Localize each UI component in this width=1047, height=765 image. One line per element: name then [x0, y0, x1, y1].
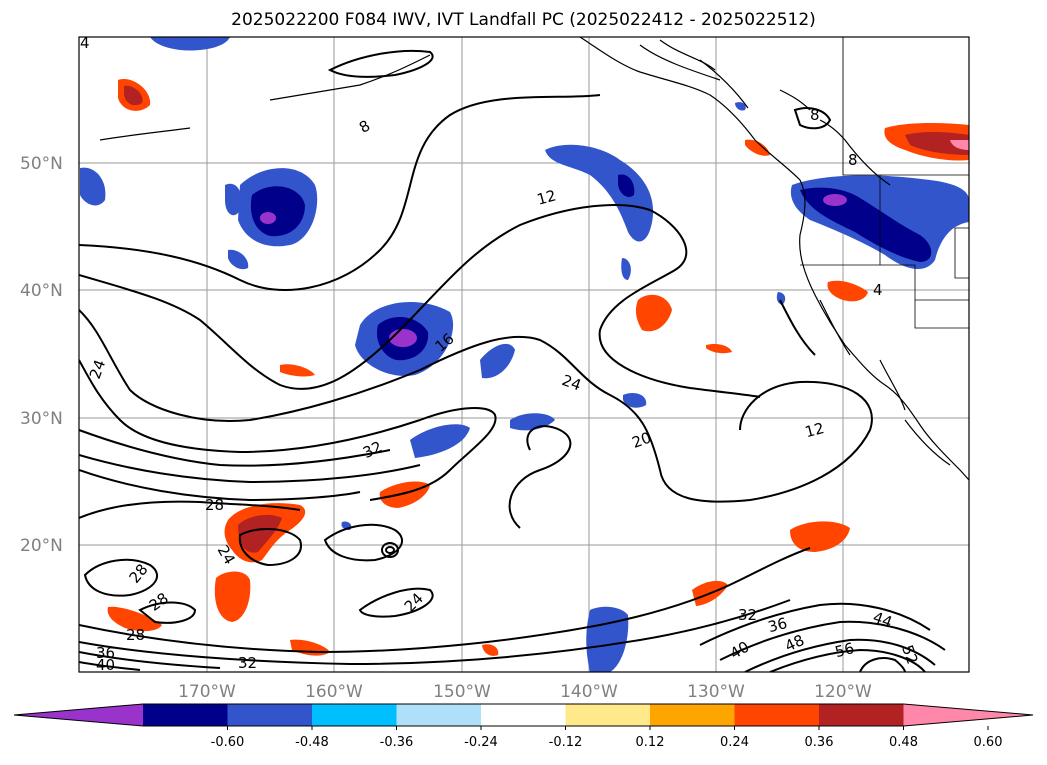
shade-patch — [621, 258, 631, 280]
contour-label: 56 — [833, 639, 856, 661]
longitude-labels: 170°W 160°W 150°W 140°W 130°W 120°W — [178, 682, 872, 702]
shade-patch — [250, 186, 305, 237]
contour-label: 24 — [86, 357, 109, 381]
lat-label-30n: 30°N — [20, 409, 63, 429]
shade-patch — [950, 140, 969, 150]
lon-label-160w: 160°W — [305, 682, 363, 702]
colorbar-extend-max — [903, 704, 1033, 726]
shade-patch — [214, 571, 251, 622]
colorbar-segment — [819, 704, 904, 726]
shade-patch — [618, 174, 635, 197]
shade-patch — [586, 606, 629, 672]
shade-patch — [706, 343, 732, 354]
shade-patch — [228, 249, 249, 270]
contour-label: 32 — [238, 654, 257, 672]
colorbar-tick-label: 0.48 — [889, 735, 918, 750]
contour-label: 8 — [848, 151, 858, 169]
colorbar-tick-label: -0.24 — [464, 735, 498, 750]
contour-label: 8 — [810, 106, 820, 124]
contour-label: 36 — [766, 614, 789, 636]
shade-patch — [745, 139, 770, 156]
shade-patch — [827, 280, 868, 302]
shade-patch — [150, 37, 230, 51]
shade-patch — [635, 294, 672, 332]
shade-patch — [905, 131, 969, 155]
state-borders — [800, 37, 969, 329]
shade-patch — [776, 292, 786, 305]
shade-patch — [800, 187, 932, 262]
shade-patch — [735, 102, 746, 111]
colorbar-tick-label: 0.36 — [805, 735, 834, 750]
lat-label-50n: 50°N — [20, 154, 63, 174]
shade-patch — [280, 364, 315, 377]
colorbar-segment — [227, 704, 313, 726]
shade-patch — [480, 343, 515, 379]
map-title: 2025022200 F084 IWV, IVT Landfall PC (20… — [231, 10, 816, 30]
colorbar-segment — [734, 704, 820, 726]
contour-label: 20 — [630, 428, 654, 451]
colorbar-segment — [396, 704, 482, 726]
coastlines — [99, 37, 969, 481]
contour-label: 36 — [96, 644, 115, 662]
contour-label: 24 — [560, 371, 584, 394]
colorbar-segment — [481, 704, 566, 726]
map-border — [78, 36, 970, 673]
colorbar-segment — [565, 704, 651, 726]
shade-patch — [260, 212, 276, 224]
lon-label-140w: 140°W — [560, 682, 618, 702]
shade-patch — [238, 514, 282, 553]
latitude-labels: 50°N 40°N 30°N 20°N — [20, 154, 63, 556]
colorbar-segment — [650, 704, 735, 726]
colorbar-tick-label: -0.60 — [211, 735, 245, 750]
contour-label: 32 — [738, 606, 757, 624]
contour-label: 4 — [873, 281, 883, 299]
iwv-contours — [79, 49, 946, 672]
shade-patch — [545, 144, 654, 242]
shade-patch — [623, 393, 647, 408]
contour-label: 52 — [898, 643, 921, 667]
lon-label-130w: 130°W — [687, 682, 745, 702]
contour-label: 40 — [96, 656, 115, 674]
contour-label: 28 — [126, 626, 145, 644]
contour-label: 12 — [535, 186, 558, 208]
shade-patch — [80, 167, 106, 206]
contour-label: 12 — [803, 419, 826, 441]
shade-patch — [107, 606, 162, 632]
colorbar-tick-label: -0.36 — [380, 735, 414, 750]
colorbar-segment — [143, 704, 228, 726]
lat-label-20n: 20°N — [20, 536, 63, 556]
colorbar: -0.60 -0.48 -0.36 -0.24 -0.12 0.12 0.24 0.36 0.4… — [13, 703, 1034, 750]
colorbar-tick-label: -0.48 — [295, 735, 329, 750]
shade-patch — [410, 424, 470, 458]
colorbar-outline — [13, 703, 1034, 727]
contour-label: 4 — [80, 34, 90, 52]
contour-label: 28 — [205, 496, 224, 514]
lat-label-40n: 40°N — [20, 281, 63, 301]
colorbar-tick-label: 0.24 — [720, 735, 749, 750]
shade-patch — [379, 481, 430, 508]
shade-patch — [790, 521, 850, 552]
colorbar-tick-label: -0.12 — [549, 735, 583, 750]
contour-label: 44 — [871, 608, 895, 631]
lon-label-120w: 120°W — [814, 682, 872, 702]
colorbar-extend-min — [14, 704, 143, 726]
shade-patch — [930, 187, 969, 219]
shade-patch — [124, 85, 143, 106]
colorbar-tick-label: 0.12 — [636, 735, 665, 750]
map-area — [79, 37, 969, 672]
shade-patch — [225, 183, 242, 216]
colorbar-segment — [312, 704, 397, 726]
shade-patch — [823, 194, 847, 206]
colorbar-tick-label: 0.60 — [974, 735, 1003, 750]
shade-patch — [482, 644, 499, 656]
lon-label-150w: 150°W — [433, 682, 491, 702]
lon-label-170w: 170°W — [178, 682, 236, 702]
